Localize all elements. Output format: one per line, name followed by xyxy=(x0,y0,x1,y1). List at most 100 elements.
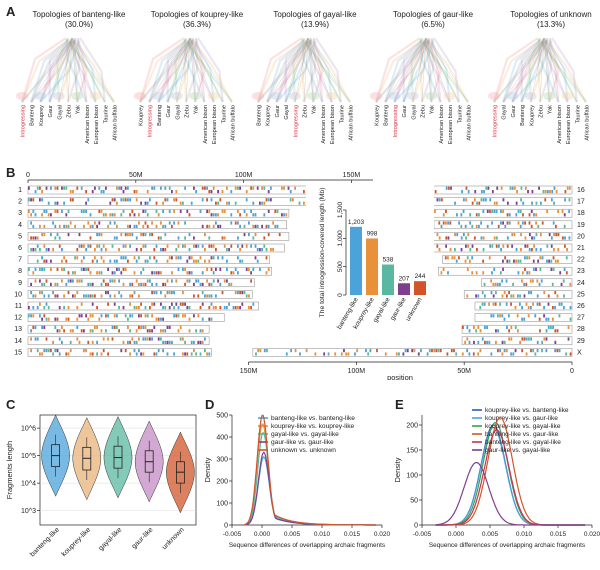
introgression-segment xyxy=(72,329,74,333)
introgression-segment xyxy=(513,259,515,263)
introgression-segment xyxy=(223,279,226,283)
introgression-segment xyxy=(226,201,228,205)
introgression-segment xyxy=(553,248,555,252)
introgression-segment xyxy=(460,224,463,228)
introgression-segment xyxy=(133,340,136,344)
introgression-segment xyxy=(550,236,553,240)
introgression-segment xyxy=(508,259,511,263)
introgression-segment xyxy=(193,314,195,318)
introgression-segment xyxy=(32,224,35,228)
introgression-segment xyxy=(50,282,52,286)
axis-tick-label: 500 xyxy=(337,261,344,272)
introgression-segment xyxy=(528,233,531,237)
introgression-segment xyxy=(477,294,480,298)
introgression-segment xyxy=(460,248,463,252)
introgression-segment xyxy=(501,352,504,356)
axis-tick-label: 100M xyxy=(348,368,366,375)
introgression-segment xyxy=(83,329,85,333)
introgression-segment xyxy=(435,349,438,353)
introgression-segment xyxy=(36,259,39,263)
introgression-segment xyxy=(252,201,255,205)
introgression-segment xyxy=(520,186,523,190)
introgression-segment xyxy=(102,337,105,341)
bar-value-label: 998 xyxy=(367,230,378,237)
introgression-segment xyxy=(61,279,63,283)
introgression-segment xyxy=(129,213,131,217)
introgression-segment xyxy=(179,325,182,329)
introgression-segment xyxy=(107,302,109,306)
introgression-segment xyxy=(546,244,549,248)
tree-branch xyxy=(183,39,206,103)
introgression-segment xyxy=(395,352,398,356)
introgression-segment xyxy=(499,271,502,275)
introgression-segment xyxy=(524,267,526,271)
introgression-segment xyxy=(456,233,459,237)
introgression-segment xyxy=(480,198,483,202)
introgression-segment xyxy=(530,224,533,228)
introgression-segment xyxy=(91,302,94,306)
introgression-segment xyxy=(43,306,46,310)
introgression-segment xyxy=(550,259,553,263)
introgression-segment xyxy=(215,248,217,252)
introgression-segment xyxy=(113,259,116,263)
introgression-segment xyxy=(467,190,470,194)
introgression-segment xyxy=(490,352,493,356)
introgression-segment xyxy=(184,267,186,271)
introgression-segment xyxy=(563,294,565,298)
introgression-segment xyxy=(528,271,531,275)
introgression-segment xyxy=(52,340,54,344)
introgression-segment xyxy=(65,352,68,356)
tree-branch xyxy=(48,41,69,103)
introgression-segment xyxy=(232,271,235,275)
tree-branch xyxy=(543,37,568,103)
tree-branch xyxy=(544,40,560,103)
introgression-segment xyxy=(50,267,52,271)
introgression-segment xyxy=(201,282,204,286)
tree-cloud xyxy=(71,92,84,100)
introgression-segment xyxy=(558,314,561,318)
tree-branch xyxy=(312,41,333,103)
introgression-segment xyxy=(140,282,142,286)
introgression-segment xyxy=(532,302,534,306)
introgression-segment xyxy=(160,271,162,275)
taxon-label: Yak xyxy=(312,105,318,114)
tree-cloud xyxy=(524,92,537,100)
introgression-segment xyxy=(120,294,123,298)
introgression-segment xyxy=(254,224,257,228)
introgression-segment xyxy=(252,267,255,271)
introgression-segment xyxy=(486,224,489,228)
introgression-segment xyxy=(151,302,153,306)
introgression-segment xyxy=(208,190,211,194)
introgression-segment xyxy=(283,186,285,190)
introgression-segment xyxy=(491,209,494,213)
introgression-segment xyxy=(54,186,57,190)
introgression-segment xyxy=(120,349,123,353)
axis-tick-label: 150 xyxy=(406,448,418,455)
tree-branch xyxy=(384,37,427,103)
introgression-segment xyxy=(267,267,270,271)
introgression-segment xyxy=(157,317,160,321)
introgression-segment xyxy=(39,198,41,202)
topology-title: Topologies of gaur-like (6.5%) xyxy=(374,10,492,30)
tree-branch xyxy=(544,39,551,103)
introgression-segment xyxy=(468,329,471,333)
introgression-segment xyxy=(135,279,138,283)
introgression-segment xyxy=(155,291,158,295)
introgression-segment xyxy=(504,256,507,260)
introgression-segment xyxy=(162,224,164,228)
introgression-segment xyxy=(98,221,101,225)
introgression-segment xyxy=(175,302,178,306)
introgression-segment xyxy=(536,340,539,344)
introgression-segment xyxy=(45,259,48,263)
introgression-segment xyxy=(133,306,136,310)
introgression-segment xyxy=(89,213,92,217)
introgression-segment xyxy=(120,271,123,275)
introgression-segment xyxy=(245,198,248,202)
tree-branch xyxy=(189,37,233,103)
introgression-segment xyxy=(507,314,510,318)
taxon-label: Zebu xyxy=(421,105,427,118)
introgression-segment xyxy=(495,340,497,344)
introgression-segment xyxy=(157,349,160,353)
introgression-segment xyxy=(113,271,116,275)
introgression-segment xyxy=(54,325,57,329)
